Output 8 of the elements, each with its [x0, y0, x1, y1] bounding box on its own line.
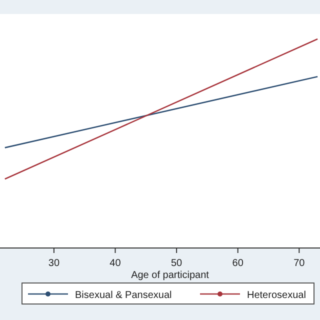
x-tick-label: 40	[110, 258, 122, 269]
x-tick-label: 70	[294, 258, 306, 269]
legend-label: Bisexual & Pansexual	[75, 290, 172, 301]
x-tick-label: 50	[170, 258, 183, 269]
legend-label: Heterosexual	[247, 290, 306, 301]
x-axis-title: Age of participant	[131, 270, 210, 281]
x-tick-label: 60	[232, 258, 244, 269]
x-tick-label: 30	[48, 258, 60, 269]
